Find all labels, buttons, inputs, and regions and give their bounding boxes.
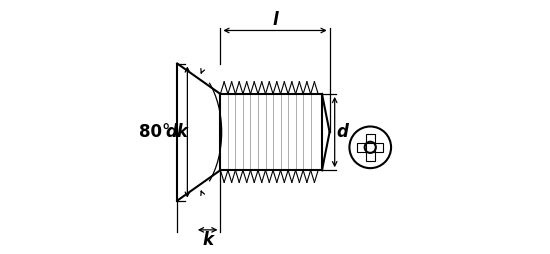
Text: dk: dk — [166, 123, 189, 141]
Text: d: d — [337, 123, 348, 141]
Text: l: l — [272, 11, 278, 29]
Text: k: k — [202, 231, 213, 249]
Bar — [366, 134, 375, 161]
Text: 80°: 80° — [139, 123, 170, 141]
Bar — [357, 143, 383, 152]
